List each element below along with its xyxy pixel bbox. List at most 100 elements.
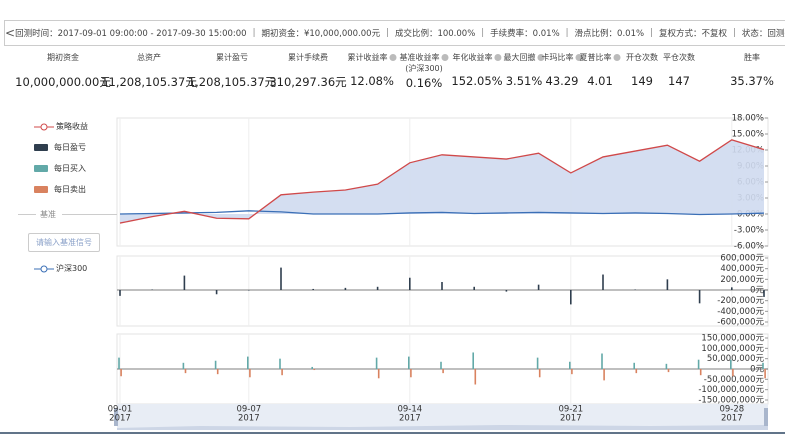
y-tick-label: 100,000,000元 [701,344,764,354]
bar [569,361,571,369]
legend-item[interactable]: 沪深300 [34,263,87,274]
stat-label: 夏普比率 [580,52,621,74]
bar [375,357,378,369]
bar [665,363,668,369]
stat-label: 平仓次数 [663,52,695,74]
series-line [119,139,765,224]
bar [730,359,732,369]
slider-handle [114,408,118,426]
legend-label: 每日卖出 [54,185,86,194]
stat: 胜率 35.37% [730,52,774,88]
stat: 卡玛比率 43.29 [542,52,583,88]
legend-item[interactable]: 每日买入 [34,163,86,174]
toolbar-item: 状态：回测完 [741,29,785,39]
stat-value: 4.01 [587,74,613,88]
info-icon[interactable] [494,54,502,61]
y-tick-label: 150,000,000元 [701,334,764,344]
stat-value: 310,297.36元 [269,75,347,89]
bar [216,369,219,375]
stat-label: 期初资金 [15,52,111,74]
x-tick-sublabel: 2017 [560,414,582,424]
stat-label-text: 基准收益率 [399,53,440,62]
bar [698,290,701,304]
bar [312,288,314,290]
bar [409,277,411,290]
bar [248,290,250,291]
benchmark-header: 基准 [40,210,56,219]
stat-value: 11,208,105.37元 [101,75,197,89]
bar [183,275,186,290]
series-line [119,210,765,216]
info-icon[interactable] [613,54,621,61]
legend-item[interactable]: 每日卖出 [34,184,86,195]
bar [311,366,313,369]
info-icon[interactable] [441,54,449,61]
x-tick-label: 09-01 [108,405,133,415]
y-tick-label: 400,000元 [720,264,764,274]
bar [249,369,251,378]
stat-value: 10,000,000.00元 [15,75,111,89]
bar [120,369,122,377]
y-tick-label: 15.00% [732,130,764,140]
bar [441,282,443,290]
stat: 基准收益率 (沪深300) 0.16% [400,52,449,90]
bar [408,356,410,369]
separator: | [565,28,569,38]
x-tick-label: 09-07 [236,405,261,415]
stat-value: 152.05% [451,74,503,88]
benchmark-input-placeholder: 请输入基准信号 [36,238,92,247]
benchmark-input[interactable]: 请输入基准信号 [28,233,100,252]
stat-value: 43.29 [545,74,579,88]
y-tick-label: 600,000元 [720,254,764,264]
bar [281,369,283,376]
strategy-area [120,139,764,224]
bar [697,359,700,369]
range-slider [117,404,768,430]
y-tick-label: 18.00% [732,114,764,124]
stat-value: 0.16% [405,76,443,90]
legend-item[interactable]: 策略收益 [34,121,88,132]
stat-label-text: 卡玛比率 [541,53,574,62]
separator: | [481,28,485,38]
stat: 最大回撤 3.51% [504,52,545,88]
stat-value: 12.08% [350,74,394,88]
toolbar-item: 手续费率：0.01% [490,29,560,39]
stat-label-text: 期初资金 [46,53,79,62]
info-icon[interactable] [575,54,583,61]
stat-label: 基准收益率 (沪深300) [400,52,449,74]
x-tick-label: 09-21 [558,405,583,415]
bar [279,358,281,369]
bar [634,289,636,290]
stat-label: 最大回撤 [504,52,545,74]
y-tick-label: 200,000元 [720,275,764,285]
legend-item[interactable]: 每日盈亏 [34,142,86,153]
bar [474,369,477,385]
x-tick-sublabel: 2017 [109,414,131,424]
x-tick-sublabel: 2017 [238,414,260,424]
bar [214,360,217,369]
stat: 年化收益率 152.05% [451,52,502,88]
stat-label-text: 总资产 [136,53,161,62]
info-icon[interactable] [537,54,545,61]
toolbar-item: 回测时间：2017-09-01 09:00:00 - 2017-09-30 15… [15,29,247,39]
stat-label-text: 累计盈亏 [215,53,248,62]
y-tick-label: -200,000元 [717,296,764,306]
legend-label: 策略收益 [56,122,88,131]
bar [732,369,734,377]
info-icon[interactable] [389,54,397,61]
slider-handle [764,408,768,426]
back-button[interactable]: < [5,26,16,40]
stat-value: 35.37% [730,74,774,88]
bar [635,369,638,374]
bar [410,369,412,378]
bar [182,362,185,369]
stat-label-text: 平仓次数 [663,53,695,62]
bar [699,369,702,376]
toolbar-item: 滑点比例：0.01% [574,29,645,39]
toolbar: < 回测时间：2017-09-01 09:00:00 - 2017-09-30 1… [4,20,785,46]
stat-label: 卡玛比率 [542,52,583,74]
bar [536,357,539,369]
legend-label: 每日盈亏 [54,143,86,152]
bar [215,290,218,295]
